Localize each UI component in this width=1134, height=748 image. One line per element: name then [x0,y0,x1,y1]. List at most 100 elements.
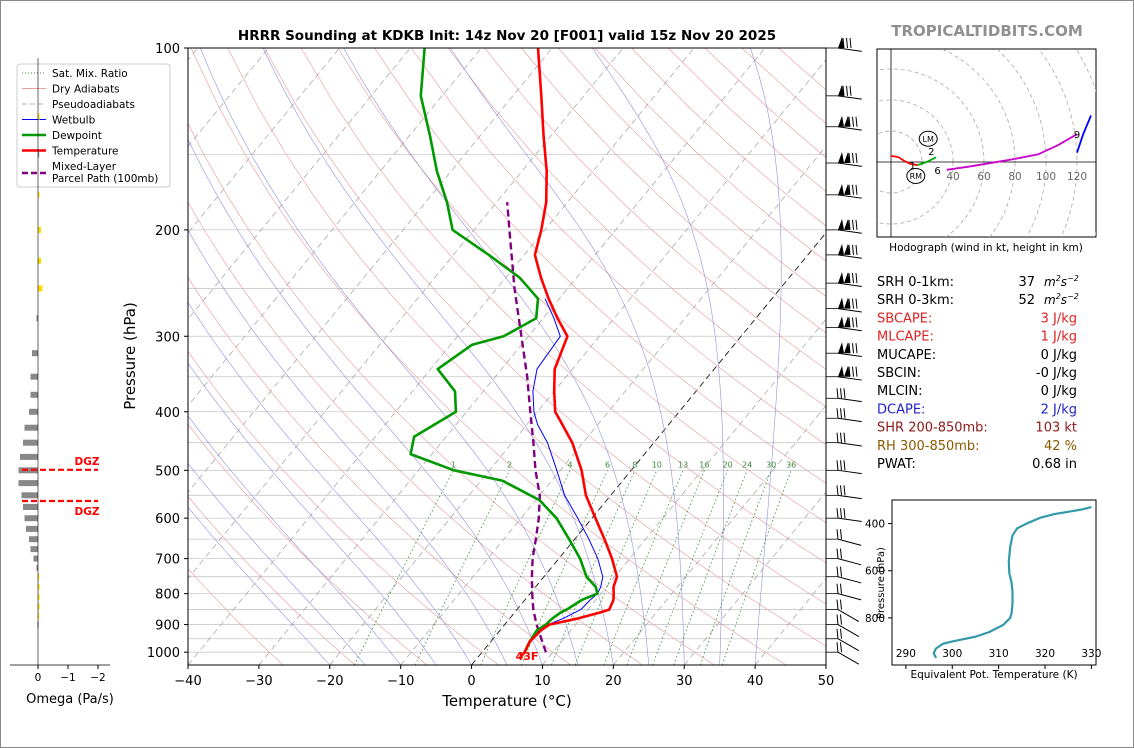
barb-staff [837,326,862,332]
barb-feather [843,388,846,399]
unit-sup: −2 [1067,292,1079,301]
mixing-ratio-labels: 1 2 4 6 8 10 13 16 20 24 30 36 [451,460,797,469]
omega-bar [38,151,40,158]
wind-barb [836,548,862,566]
wind-barb [837,342,862,358]
index-label: RH 300-850mb: [877,439,980,454]
barb-flag [844,365,850,377]
legend-label-line: Parcel Path (100mb) [52,173,158,185]
dry-adiabat-line [188,277,571,665]
barb-flag [838,272,844,284]
main-plot-border [187,47,827,666]
dry-adiabat-line [188,495,356,665]
barb-staff [837,162,862,167]
pressure-tick-label: 300 [155,330,180,345]
hodograph-ring-label: 60 [977,171,990,183]
barb-feather [852,244,854,255]
omega-bar [38,584,40,590]
barb-staff [837,397,862,403]
index-value: 3 J/kg [1041,311,1077,326]
barb-flag [844,272,850,284]
barb-staff [837,308,862,313]
mixing-ratio-line [699,470,772,665]
barb-feather [840,628,842,639]
legend-label-line: Pseudoadiabats [52,99,135,111]
mixing-ratio-line [673,470,748,665]
wind-barb [837,84,862,100]
barb-feather [840,583,842,594]
wind-barb [837,115,862,131]
storm-motion-label: RM [910,172,923,181]
dgz-label: DGZ [75,456,100,468]
isotherm-line [188,48,340,234]
omega-tick-label: −1 [60,672,75,684]
barb-feather [836,548,839,559]
barb-feather [836,485,839,496]
pressure-tick-label: 400 [155,406,180,421]
omega-bar [30,546,38,553]
legend: Sat. Mix. Ratio Dry Adiabats Pseudoadiabat… [16,63,171,188]
omega-bar [20,453,38,460]
omega-bar [32,350,38,357]
barb-staff [837,194,862,199]
barb-staff [837,254,862,259]
wind-barb [836,599,860,622]
omega-tick-label: −2 [90,672,105,684]
dgz-label: DGZ [75,506,100,518]
mixing-ratio-label: 24 [742,460,752,469]
surface-temp-label: 43F [516,650,539,663]
barb-feather [843,460,846,471]
unit-sup: 2 [1056,292,1061,301]
barb-feather [846,85,848,96]
theta-e-ytick-label: 600 [865,566,885,578]
moist-adiabat-line [188,362,437,665]
barb-feather [848,343,851,354]
temperature-tick-label: 0 [467,674,475,689]
wind-barb [836,432,862,447]
barb-flag [844,183,850,195]
barb-feather [840,485,842,496]
omega-bar [38,612,40,619]
barb-feather [848,366,851,377]
mixing-ratio-line [414,470,510,665]
theta-e-ytick-label: 400 [865,519,885,531]
dry-adiabat-line [227,48,826,647]
hodograph-caption: Hodograph (wind in kt, height in km) [889,242,1083,254]
barb-feather [848,116,851,127]
moist-adiabat-line [188,138,543,665]
barb-staff [837,126,862,131]
legend-box [16,63,171,188]
barb-feather [848,184,851,195]
omega-bar [38,603,40,610]
legend-label: Sat. Mix. Ratio [52,68,128,80]
barb-staff [837,651,860,665]
dry-adiabat-line [188,201,643,665]
index-label: PWAT: [877,457,916,472]
mixing-ratio-line [353,470,454,665]
wind-barb [837,218,862,234]
pressure-tick-label: 100 [155,42,180,57]
barb-feather [836,388,839,399]
barb-feather [855,366,858,377]
wind-barb [836,388,862,403]
index-label: SRH 0-3km: [877,293,954,308]
pressure-tick-label: 600 [155,512,180,527]
dry-adiabat-line [374,48,826,484]
omega-bar [38,191,40,198]
barb-staff [837,469,862,475]
barb-flag [838,297,844,309]
pressure-tick-label: 900 [155,619,180,634]
theta-e-axes: 400 600 800 290 300 310 320 330 [865,519,1101,669]
storm-motion-label: LM [923,135,934,144]
moist-adiabat-line [262,48,614,665]
hodograph-trace [1076,115,1092,153]
wind-barbs [826,37,862,665]
wind-barb [836,583,862,601]
chart-title: HRRR Sounding at KDKB Init: 14z Nov 20 [… [238,28,776,44]
temperature-tick-label: −30 [245,674,272,689]
barb-feather [848,152,851,164]
barb-flag [838,365,844,377]
wind-barb [836,460,862,475]
legend-label-line: Dewpoint [52,130,102,142]
